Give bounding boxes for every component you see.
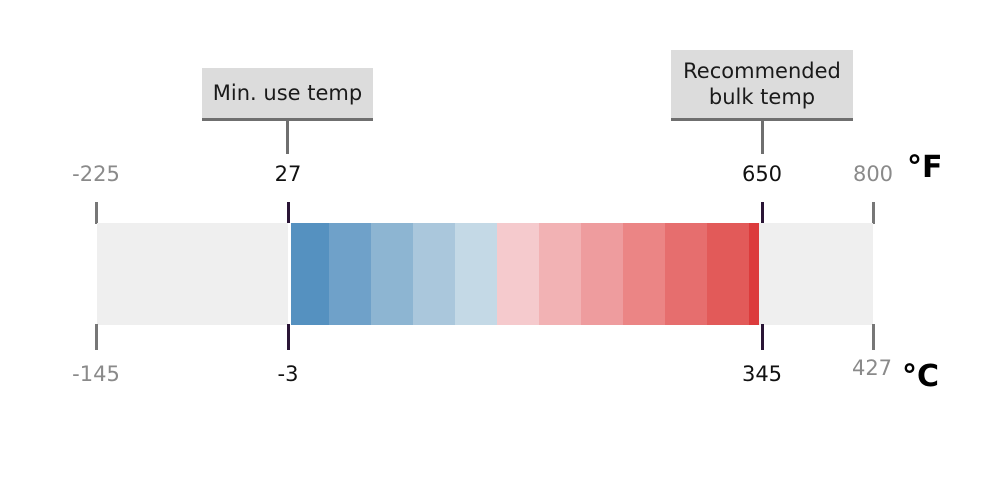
gradient-segment [291, 223, 329, 325]
tick-top-high-end [872, 202, 875, 224]
fahrenheit-low-end-label: -225 [72, 162, 120, 186]
recommended-bulk-temp-callout-stem [761, 118, 764, 154]
gradient-segment [413, 223, 455, 325]
min-use-temp-callout-stem [286, 118, 289, 154]
gradient-segment [329, 223, 371, 325]
gradient-segment [539, 223, 581, 325]
tick-top-recommended [761, 202, 764, 224]
temperature-gradient [291, 223, 759, 325]
tick-top-low-end [95, 202, 98, 224]
gradient-segment [497, 223, 539, 325]
gradient-segment [623, 223, 665, 325]
gradient-segment [749, 223, 759, 325]
tick-bottom-low-end [95, 324, 98, 350]
gradient-segment [665, 223, 707, 325]
temperature-bar-divider [288, 223, 291, 325]
celsius-unit-label: °C [902, 359, 940, 394]
fahrenheit-unit-label: °F [907, 150, 943, 185]
tick-top-min-use [287, 202, 290, 224]
min-use-temp-label: Min. use temp [212, 81, 363, 105]
min-use-temp-callout: Min. use temp [202, 68, 373, 118]
celsius-min-use-label: -3 [277, 362, 299, 386]
tick-bottom-high-end [872, 324, 875, 350]
recommended-bulk-temp-label: Recommended bulk temp [683, 59, 841, 109]
celsius-recommended-label: 345 [741, 362, 783, 386]
gradient-segment [707, 223, 749, 325]
gradient-segment [371, 223, 413, 325]
gradient-segment [455, 223, 497, 325]
fahrenheit-min-use-label: 27 [274, 162, 302, 186]
celsius-high-end-label: 427 [851, 356, 893, 380]
fahrenheit-recommended-label: 650 [741, 162, 783, 186]
fahrenheit-high-end-label: 800 [852, 162, 894, 186]
gradient-segment [581, 223, 623, 325]
celsius-low-end-label: -145 [72, 362, 120, 386]
tick-bottom-recommended [761, 324, 764, 350]
recommended-bulk-temp-callout: Recommended bulk temp [671, 50, 853, 118]
tick-bottom-min-use [287, 324, 290, 350]
